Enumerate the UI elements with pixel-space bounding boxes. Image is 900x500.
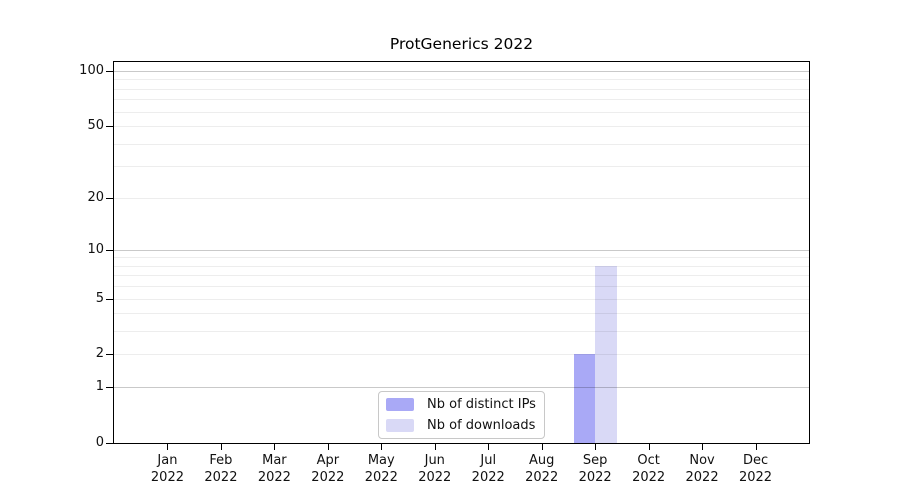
y-axis-tick (106, 71, 113, 73)
x-axis-tick (595, 444, 597, 450)
gridline-minor (114, 275, 809, 277)
x-axis-tick-label: Feb 2022 (204, 453, 238, 485)
gridline-minor (114, 298, 809, 300)
gridline-minor (114, 354, 809, 356)
gridline-minor (114, 313, 809, 315)
x-axis-tick (648, 444, 650, 450)
x-axis-tick-label: Dec 2022 (738, 453, 773, 485)
x-axis-tick-label: Jun 2022 (418, 453, 452, 485)
gridline-minor (114, 111, 809, 113)
x-axis-tick (381, 444, 383, 450)
x-axis-tick (434, 444, 436, 450)
gridline-minor (114, 265, 809, 267)
legend-label-downloads: Nb of downloads (427, 417, 536, 433)
x-axis-tick-label: Apr 2022 (311, 453, 345, 485)
gridline-major (114, 249, 809, 251)
legend: Nb of distinct IPs Nb of downloads (378, 391, 545, 439)
y-axis-tick (106, 443, 113, 444)
x-axis-tick (167, 444, 169, 450)
bar-downloads (595, 265, 617, 443)
gridline-minor (114, 126, 809, 128)
x-axis-tick-label: Jul 2022 (471, 453, 505, 485)
y-axis-tick-label: 1 (95, 379, 104, 395)
gridline-major (114, 387, 809, 389)
gridline-minor (114, 257, 809, 259)
x-axis-tick (327, 444, 329, 450)
y-axis-tick-label: 100 (79, 63, 104, 79)
y-axis-tick-label: 10 (87, 241, 104, 257)
y-axis-tick-label: 0 (95, 435, 104, 450)
y-axis-tick-label: 2 (95, 346, 104, 362)
legend-entry-downloads: Nb of downloads (386, 417, 536, 435)
gridline-minor (114, 143, 809, 145)
chart-title: ProtGenerics 2022 (389, 35, 534, 53)
x-axis-tick-label: Jan 2022 (150, 453, 184, 485)
gridline-major (114, 71, 809, 73)
y-axis-tick (106, 249, 113, 251)
x-axis-tick-label: Oct 2022 (632, 453, 666, 485)
bar-distinct-ips (573, 354, 596, 443)
gridline-minor (114, 166, 809, 168)
legend-label-distinct-ips: Nb of distinct IPs (427, 397, 536, 413)
x-axis-tick-label: Aug 2022 (525, 453, 559, 485)
y-axis-tick (106, 354, 113, 356)
x-axis-tick-label: Nov 2022 (685, 453, 719, 485)
x-axis-tick (755, 444, 757, 450)
x-axis-tick-label: May 2022 (364, 453, 398, 485)
y-axis-tick-label: 50 (87, 118, 104, 134)
y-axis-tick (106, 298, 113, 300)
x-axis-tick (488, 444, 490, 450)
plot-area: Nb of distinct IPs Nb of downloads (113, 61, 810, 444)
x-axis-tick (541, 444, 543, 450)
legend-swatch-downloads (386, 418, 414, 432)
y-axis-tick (106, 126, 113, 128)
gridline-minor (114, 286, 809, 288)
y-axis-tick-label: 5 (95, 290, 104, 306)
gridline-minor (114, 79, 809, 81)
gridline-minor (114, 88, 809, 90)
x-axis-tick-label: Sep 2022 (578, 453, 612, 485)
y-axis-tick (106, 387, 113, 389)
gridline-minor (114, 331, 809, 333)
x-axis-tick (220, 444, 222, 450)
x-axis-tick (702, 444, 704, 450)
legend-entry-distinct-ips: Nb of distinct IPs (386, 396, 536, 414)
y-axis-tick-label: 20 (87, 189, 104, 205)
gridline-minor (114, 197, 809, 199)
gridline-minor (114, 99, 809, 101)
x-axis-tick-label: Mar 2022 (257, 453, 291, 485)
legend-swatch-distinct-ips (386, 398, 414, 412)
y-axis-tick (106, 197, 113, 199)
x-axis-tick (274, 444, 276, 450)
